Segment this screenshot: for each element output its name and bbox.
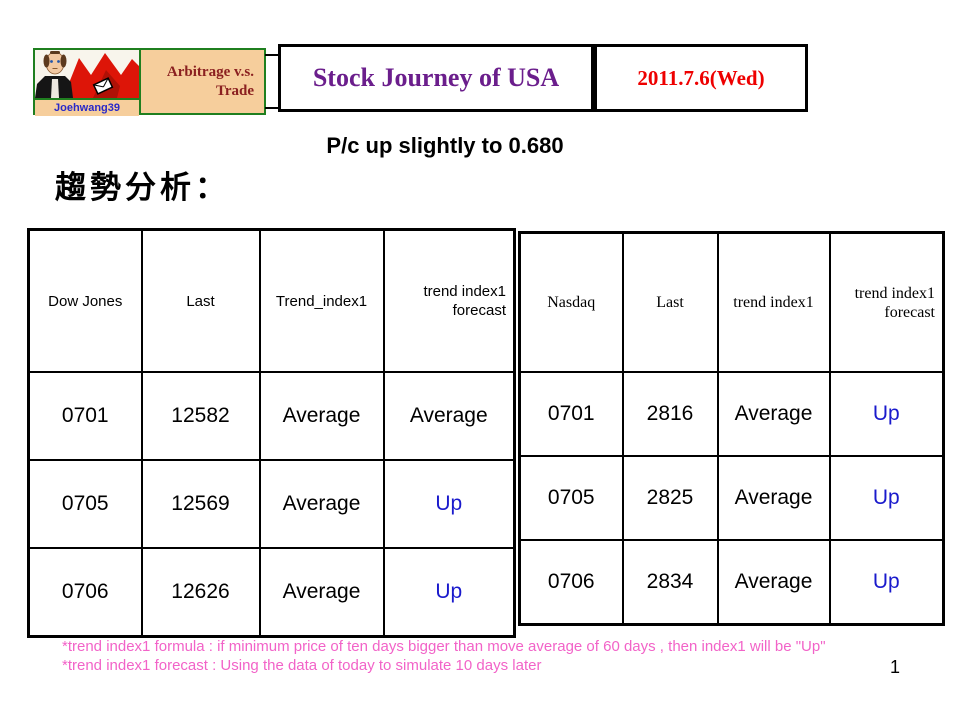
connector-line-bottom [265, 107, 278, 109]
table-cell: 0706 [518, 539, 624, 626]
table-cell: 0706 [27, 547, 143, 638]
table-cell: 0701 [518, 371, 624, 457]
footnote-line: *trend index1 forecast : Using the data … [62, 657, 542, 674]
table-cell: 2816 [621, 371, 719, 457]
table-cell: 2834 [621, 539, 719, 626]
page-number: 1 [889, 657, 900, 677]
table-cell: Up [828, 455, 945, 541]
column-header: Dow Jones [27, 228, 143, 373]
table-header-row: Dow Jones Last Trend_index1 trend index1… [27, 228, 516, 373]
connector-line-top [265, 54, 278, 56]
column-header: trend index1 [716, 231, 831, 373]
column-header: trend index1 forecast [382, 228, 516, 373]
table-cell: 12626 [140, 547, 261, 638]
trader-chart-logo-icon [35, 50, 139, 100]
column-header: trend index1 forecast [828, 231, 945, 373]
table-row: 0705 2825 Average Up [518, 455, 945, 541]
table-row: 0705 12569 Average Up [27, 459, 516, 549]
slide-title: Stock Journey of USA [312, 63, 560, 92]
table-cell: Average [258, 459, 385, 549]
slide-date: 2011.7.6(Wed) [637, 65, 765, 90]
section-heading: 趨勢分析： [55, 170, 230, 206]
column-header: Last [621, 231, 719, 373]
table-cell: 0705 [518, 455, 624, 541]
table-cell: 12569 [140, 459, 261, 549]
logo-username: Joehwang39 [35, 100, 139, 116]
table-cell: Average [716, 371, 831, 457]
logo-left-cell: Joehwang39 [35, 50, 141, 116]
table-row: 0706 2834 Average Up [518, 539, 945, 626]
table-cell: Average [382, 371, 516, 461]
nasdaq-table: Nasdaq Last trend index1 trend index1 fo… [518, 231, 945, 626]
logo-group: Joehwang39 Arbitrage v.s. Trade [33, 48, 266, 116]
table-row: 0701 12582 Average Average [27, 371, 516, 461]
table-row: 0706 12626 Average Up [27, 547, 516, 638]
table-cell: 0705 [27, 459, 143, 549]
table-cell: Up [382, 459, 516, 549]
slide-title-box: Stock Journey of USA [278, 44, 594, 112]
table-cell: 12582 [140, 371, 261, 461]
dow-jones-table: Dow Jones Last Trend_index1 trend index1… [27, 228, 516, 638]
column-header: Last [140, 228, 261, 373]
footnote-line: *trend index1 formula : if minimum price… [62, 638, 826, 655]
slide-date-box: 2011.7.6(Wed) [594, 44, 808, 112]
table-row: 0701 2816 Average Up [518, 371, 945, 457]
table-header-row: Nasdaq Last trend index1 trend index1 fo… [518, 231, 945, 373]
column-header: Nasdaq [518, 231, 624, 373]
pixel-art-trader-icon [35, 50, 139, 98]
table-cell: Average [716, 455, 831, 541]
table-cell: Average [258, 547, 385, 638]
table-cell: Up [382, 547, 516, 638]
column-header: Trend_index1 [258, 228, 385, 373]
logo-tagline: Arbitrage v.s. Trade [166, 63, 254, 99]
table-cell: Up [828, 539, 945, 626]
footnotes: *trend index1 formula : if minimum price… [62, 637, 912, 675]
table-cell: Average [258, 371, 385, 461]
table-cell: 2825 [621, 455, 719, 541]
subtitle: P/c up slightly to 0.680 [326, 133, 564, 158]
table-cell: 0701 [27, 371, 143, 461]
table-cell: Average [716, 539, 831, 626]
table-cell: Up [828, 371, 945, 457]
